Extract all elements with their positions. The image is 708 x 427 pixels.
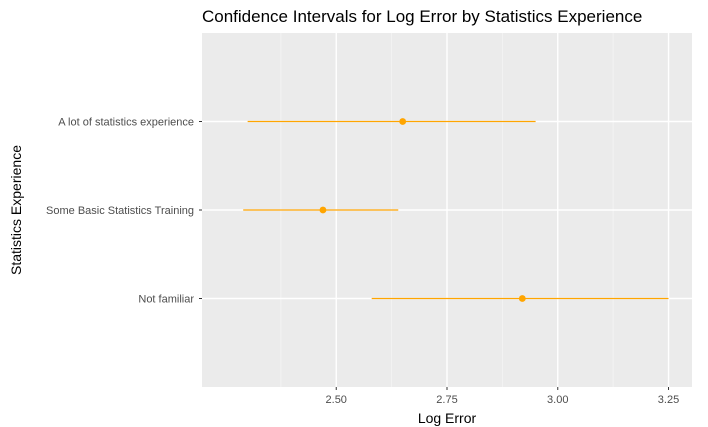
y-tick-label: A lot of statistics experience (58, 117, 194, 129)
y-tick-label: Not familiar (138, 294, 194, 306)
y-axis-title: Statistics Experience (8, 145, 24, 275)
y-tick-label: Some Basic Statistics Training (46, 205, 194, 217)
chart-title: Confidence Intervals for Log Error by St… (202, 7, 642, 26)
estimate-point (399, 118, 407, 125)
x-tick-label: 3.25 (658, 394, 679, 406)
estimate-point (518, 295, 526, 302)
y-axis-ticks: A lot of statistics experience Some Basic… (46, 117, 202, 306)
x-tick-label: 3.00 (547, 394, 568, 406)
x-axis-ticks: 2.50 2.75 3.00 3.25 (326, 387, 679, 406)
estimate-point (319, 206, 327, 214)
x-axis-title: Log Error (418, 410, 477, 426)
x-tick-label: 2.50 (326, 394, 347, 406)
x-tick-label: 2.75 (436, 394, 457, 406)
data-series (243, 118, 669, 302)
